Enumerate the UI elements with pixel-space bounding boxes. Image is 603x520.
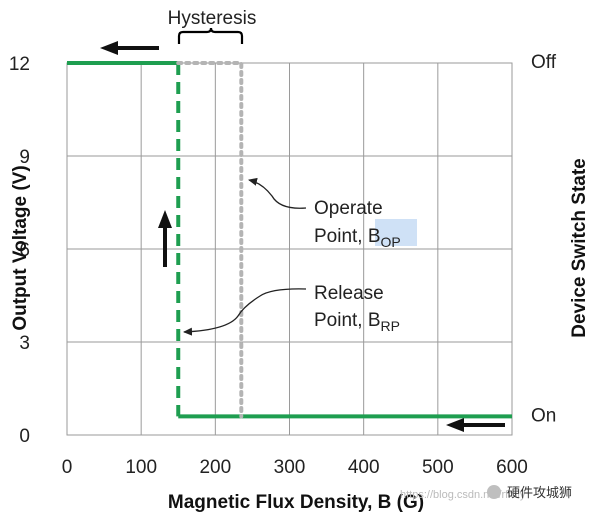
hysteresis-layer bbox=[176, 61, 244, 419]
grid bbox=[66, 62, 513, 436]
operate-highlight bbox=[375, 219, 417, 246]
y-tick-label: 12 bbox=[9, 54, 30, 75]
y-tick-label: 9 bbox=[19, 147, 30, 168]
x-tick-label: 400 bbox=[348, 457, 380, 478]
x-tick-label: 100 bbox=[125, 457, 157, 478]
arrow-left-top bbox=[100, 41, 159, 55]
right-tick-label: On bbox=[531, 405, 556, 426]
x-tick-label: 0 bbox=[62, 457, 73, 478]
operate-line2: Point, BOP bbox=[314, 226, 401, 250]
release-line1: Release bbox=[314, 283, 384, 304]
y-tick-label: 0 bbox=[19, 426, 30, 447]
x-axis-title: Magnetic Flux Density, B (G) bbox=[168, 492, 424, 513]
wechat-icon bbox=[487, 485, 501, 499]
series-layer bbox=[67, 61, 512, 419]
operate-line1: Operate bbox=[314, 198, 383, 219]
x-tick-label: 600 bbox=[496, 457, 528, 478]
watermark-brand: 硬件攻城狮 bbox=[507, 485, 572, 500]
hysteresis-label: Hysteresis bbox=[168, 8, 257, 29]
tick-layer: 0 100 200 300 400 500 600 0 3 6 9 12 Off On bbox=[9, 52, 557, 478]
x-tick-label: 200 bbox=[199, 457, 231, 478]
hysteresis-bracket bbox=[177, 27, 244, 44]
y-tick-label: 3 bbox=[19, 333, 30, 354]
arrow-up-mid bbox=[158, 210, 172, 267]
y-tick-label: 6 bbox=[19, 240, 30, 261]
right-axis-title: Device Switch State bbox=[569, 158, 590, 338]
y-axis-title: Output Voltage (V) bbox=[10, 165, 31, 330]
x-tick-label: 500 bbox=[422, 457, 454, 478]
hysteresis-dotted-line bbox=[176, 61, 244, 419]
release-pointer bbox=[183, 288, 307, 336]
operate-pointer bbox=[248, 177, 307, 209]
release-line2: Point, BRP bbox=[314, 310, 400, 334]
arrow-left-bottom bbox=[446, 418, 505, 432]
right-tick-label: Off bbox=[531, 52, 557, 73]
x-tick-label: 300 bbox=[274, 457, 306, 478]
